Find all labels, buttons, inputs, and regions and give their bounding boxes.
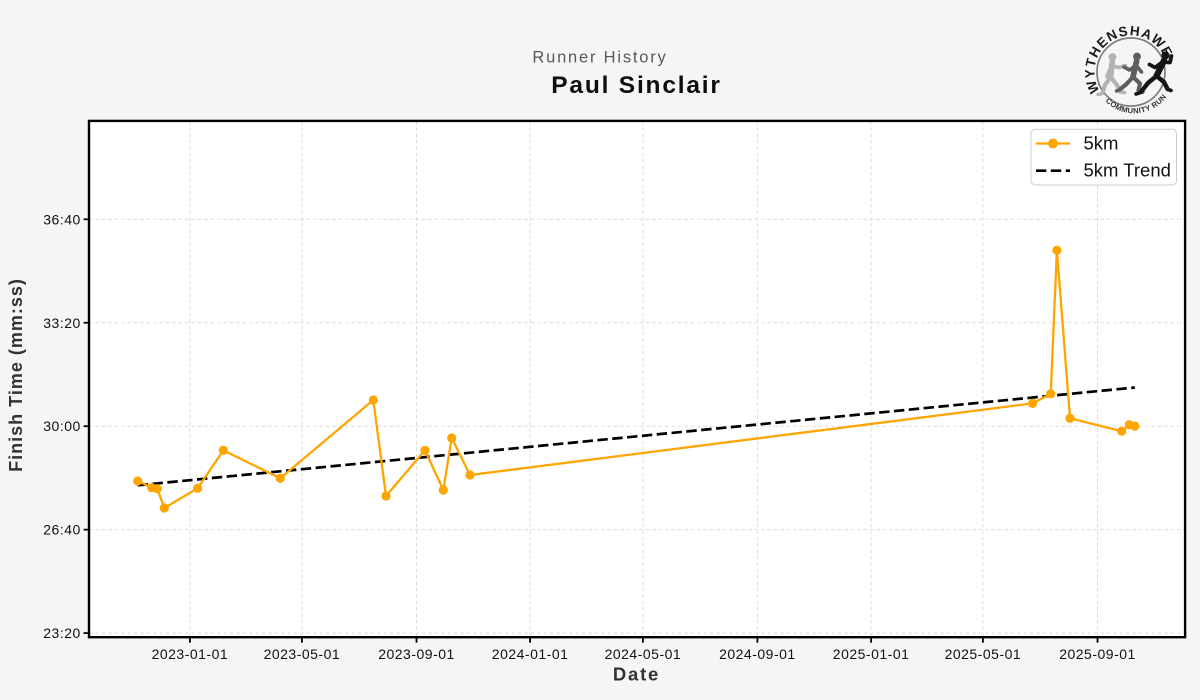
svg-text:2025-01-01: 2025-01-01 xyxy=(833,646,910,662)
svg-text:2023-01-01: 2023-01-01 xyxy=(152,646,229,662)
svg-text:2025-09-01: 2025-09-01 xyxy=(1059,646,1136,662)
svg-text:33:20: 33:20 xyxy=(43,315,81,331)
svg-text:2024-01-01: 2024-01-01 xyxy=(492,646,569,662)
svg-text:Date: Date xyxy=(613,663,660,684)
svg-text:2023-05-01: 2023-05-01 xyxy=(264,646,341,662)
svg-text:2023-09-01: 2023-09-01 xyxy=(378,646,455,662)
svg-text:2024-09-01: 2024-09-01 xyxy=(719,646,796,662)
svg-text:36:40: 36:40 xyxy=(43,211,81,227)
svg-text:Runner History: Runner History xyxy=(532,48,667,66)
svg-text:5km Trend: 5km Trend xyxy=(1084,160,1171,181)
svg-text:30:00: 30:00 xyxy=(43,418,81,434)
svg-text:5km: 5km xyxy=(1084,132,1119,153)
svg-text:2024-05-01: 2024-05-01 xyxy=(605,646,682,662)
svg-text:Finish Time (mm:ss): Finish Time (mm:ss) xyxy=(6,278,26,472)
svg-text:23:20: 23:20 xyxy=(43,625,81,641)
svg-text:Paul Sinclair: Paul Sinclair xyxy=(551,72,721,99)
svg-text:26:40: 26:40 xyxy=(43,522,81,538)
svg-text:2025-05-01: 2025-05-01 xyxy=(945,646,1022,662)
